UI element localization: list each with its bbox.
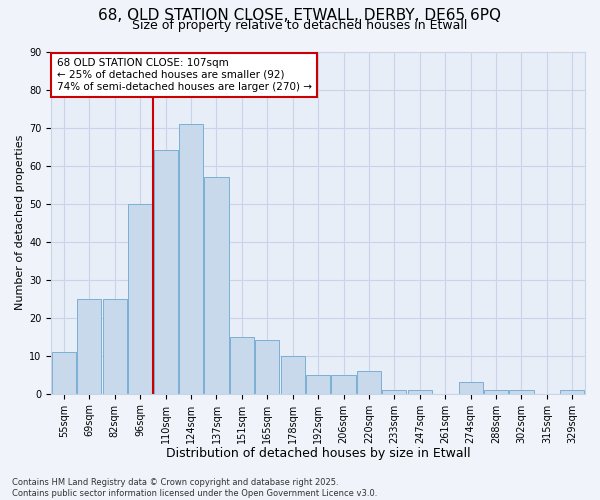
X-axis label: Distribution of detached houses by size in Etwall: Distribution of detached houses by size …: [166, 447, 470, 460]
Bar: [205, 177, 229, 394]
Bar: [77, 298, 101, 394]
Bar: [458, 382, 483, 394]
Y-axis label: Number of detached properties: Number of detached properties: [15, 135, 25, 310]
Bar: [509, 390, 533, 394]
Bar: [382, 390, 406, 394]
Text: Size of property relative to detached houses in Etwall: Size of property relative to detached ho…: [133, 18, 467, 32]
Text: 68, OLD STATION CLOSE, ETWALL, DERBY, DE65 6PQ: 68, OLD STATION CLOSE, ETWALL, DERBY, DE…: [98, 8, 502, 22]
Bar: [281, 356, 305, 394]
Text: Contains HM Land Registry data © Crown copyright and database right 2025.
Contai: Contains HM Land Registry data © Crown c…: [12, 478, 377, 498]
Bar: [357, 371, 381, 394]
Bar: [179, 124, 203, 394]
Bar: [52, 352, 76, 394]
Bar: [128, 204, 152, 394]
Text: 68 OLD STATION CLOSE: 107sqm
← 25% of detached houses are smaller (92)
74% of se: 68 OLD STATION CLOSE: 107sqm ← 25% of de…: [56, 58, 311, 92]
Bar: [484, 390, 508, 394]
Bar: [255, 340, 280, 394]
Bar: [230, 336, 254, 394]
Bar: [306, 374, 330, 394]
Bar: [331, 374, 356, 394]
Bar: [103, 298, 127, 394]
Bar: [154, 150, 178, 394]
Bar: [560, 390, 584, 394]
Bar: [408, 390, 432, 394]
